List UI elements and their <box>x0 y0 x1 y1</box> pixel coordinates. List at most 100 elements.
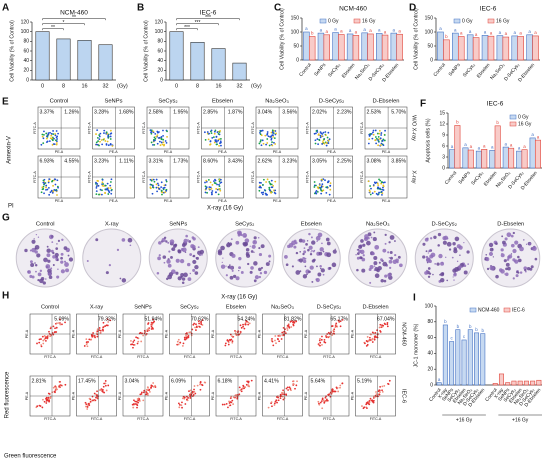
flow-event <box>165 180 168 183</box>
bar <box>338 34 345 61</box>
bar-annotation: b <box>482 328 485 333</box>
quadrant-value: 3.05% <box>312 158 327 164</box>
bar-annotation: a <box>464 142 467 147</box>
flow-event <box>372 184 375 186</box>
flow-event <box>47 133 50 136</box>
flow-event <box>324 179 326 182</box>
flow-event <box>135 400 138 403</box>
flow-event <box>218 185 221 188</box>
gate-value: 70.62% <box>191 316 209 322</box>
colony <box>268 260 271 263</box>
flow-event <box>229 404 232 407</box>
colony <box>250 250 254 253</box>
bar-annotation: b <box>456 120 459 125</box>
flow-event <box>99 332 102 334</box>
column-label: X-ray <box>90 304 104 310</box>
flow-event <box>143 389 146 392</box>
colony <box>389 251 393 255</box>
flow-event <box>99 140 101 143</box>
flow-event <box>371 137 374 140</box>
bar-annotation: b <box>496 120 499 125</box>
flow-event <box>379 179 382 182</box>
colony <box>220 245 225 251</box>
flow-event <box>46 140 49 143</box>
flow-event <box>188 390 190 393</box>
colony <box>260 244 265 249</box>
colony <box>163 261 166 264</box>
legend-swatch <box>453 18 461 24</box>
flow-event <box>166 135 168 138</box>
flow-event <box>274 143 277 145</box>
flow-event <box>284 332 287 335</box>
flow-event <box>195 329 197 331</box>
colony <box>119 277 122 280</box>
colony <box>165 277 169 281</box>
colony <box>388 241 391 244</box>
colony <box>127 237 133 243</box>
flow-event <box>327 331 330 334</box>
colony <box>309 265 314 270</box>
bar-annotation: a <box>490 30 493 35</box>
flow-event <box>258 189 261 192</box>
flow-event <box>231 399 234 402</box>
flow-event <box>204 138 207 141</box>
flow-event <box>369 397 372 400</box>
colony <box>371 252 375 256</box>
y-tick-label: 80 <box>427 319 433 325</box>
colony <box>446 237 449 240</box>
flow-event <box>189 331 192 334</box>
flow-event <box>274 400 277 403</box>
flow-event <box>96 328 99 331</box>
flow-event <box>273 137 276 139</box>
flow-event <box>95 143 98 146</box>
flow-event <box>103 138 106 140</box>
plot-axis-label: FITC-A <box>196 171 200 183</box>
flow-event <box>101 178 104 181</box>
colony <box>165 240 168 243</box>
flow-event <box>42 137 45 140</box>
colony <box>181 277 186 281</box>
colony <box>302 256 306 260</box>
quadrant-value: 2.25% <box>337 158 352 164</box>
column-label: Ebselen <box>212 99 233 105</box>
flow-event <box>269 189 271 192</box>
flow-event <box>331 334 334 337</box>
flow-event <box>157 137 160 139</box>
flow-event <box>159 144 162 147</box>
colony <box>394 240 396 242</box>
flow-event <box>54 183 57 186</box>
flow-event <box>110 192 113 195</box>
flow-event <box>275 342 277 345</box>
flow-event <box>218 144 220 147</box>
flow-event <box>52 184 54 187</box>
flow-event <box>260 139 262 142</box>
bar <box>443 39 450 61</box>
flow-event <box>50 134 53 137</box>
colony <box>246 251 248 254</box>
plot-axis-label: FITC-A <box>251 122 255 134</box>
flow-event <box>213 180 215 183</box>
significance-bracket <box>42 28 64 31</box>
flow-event <box>292 380 295 383</box>
flow-event <box>156 182 159 185</box>
flow-event <box>42 339 45 342</box>
colony <box>24 248 28 253</box>
colony <box>454 236 460 242</box>
flow-event <box>375 393 378 396</box>
flow-event <box>270 401 273 403</box>
flow-event <box>277 399 280 402</box>
flow-event <box>191 328 194 331</box>
flow-event <box>262 191 265 194</box>
colony <box>175 271 179 275</box>
flow-event <box>266 133 268 136</box>
colony <box>47 272 52 276</box>
flow-event <box>137 399 140 402</box>
flow-event <box>293 321 296 324</box>
flow-event <box>236 397 239 400</box>
flow-event <box>160 141 163 144</box>
row-label: W/O X-ray <box>411 115 417 141</box>
flow-event <box>224 344 227 347</box>
colony <box>366 240 371 246</box>
gate-value: 51.94% <box>144 316 162 322</box>
flow-event <box>328 193 331 196</box>
